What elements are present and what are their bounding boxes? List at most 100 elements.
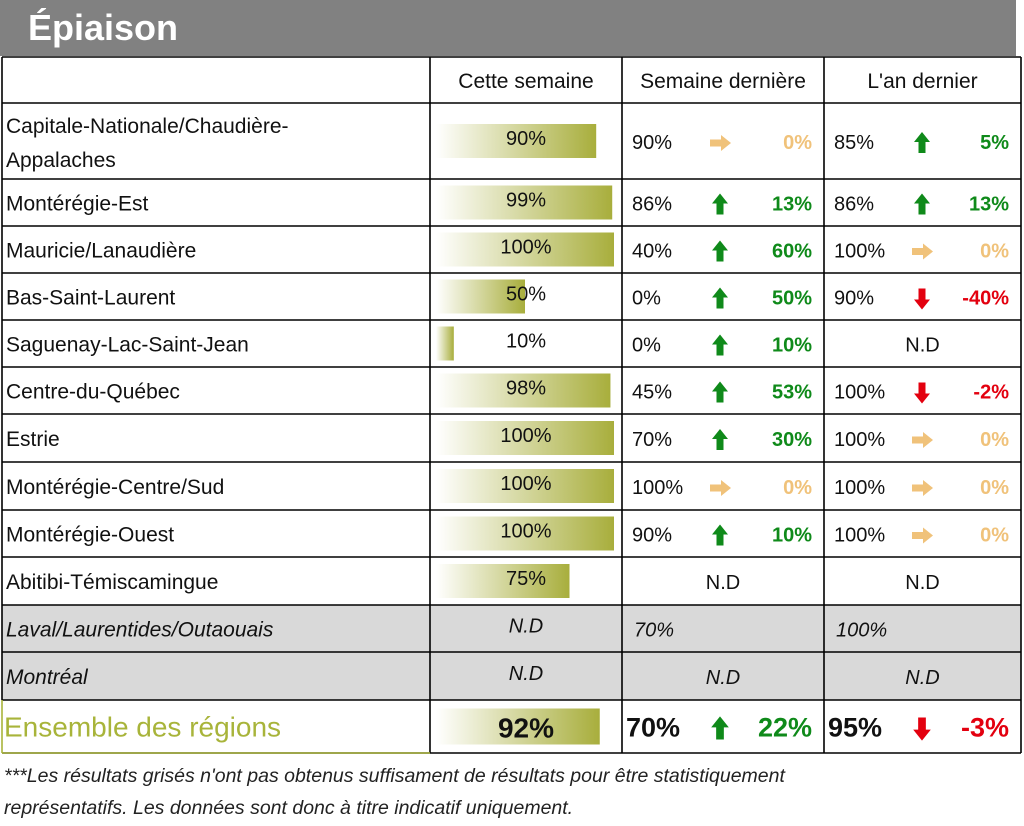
last-year-nd: N.D [905,335,939,357]
last-year-nd: N.D [905,667,939,689]
this-week-label: 98% [506,378,546,400]
last-year-diff: -40% [962,288,1009,310]
last-year-right-arrow-icon [912,243,933,260]
last-week-value: 86% [632,194,672,216]
this-week-label: 100% [500,425,551,447]
last-week-up-arrow-icon [712,287,728,309]
summary-last-year-down-arrow-icon [913,717,931,741]
last-year-down-arrow-icon [914,382,930,404]
this-week-nd: N.D [509,616,543,638]
last-year-diff: 0% [980,429,1009,451]
last-week-diff: 10% [772,335,812,357]
last-year-value: 85% [834,132,874,154]
this-week-bar [436,421,614,455]
region-label: Bas-Saint-Laurent [6,287,175,310]
last-week-value: 0% [632,288,661,310]
last-week-nd: N.D [706,572,740,594]
last-week-diff: 50% [772,288,812,310]
last-year-value: 100% [834,429,885,451]
last-week-value: 90% [632,525,672,547]
region-label: Capitale-Nationale/Chaudière- [6,115,289,138]
this-week-bar [436,232,614,267]
last-week-diff: 13% [772,194,812,216]
last-year-diff: 13% [969,194,1009,216]
column-header: L'an dernier [867,70,977,93]
region-label: Saguenay-Lac-Saint-Jean [6,334,249,357]
last-week-value: 90% [632,132,672,154]
last-week-diff: 0% [783,477,812,499]
last-year-value: 100% [834,382,885,404]
this-week-bar [436,373,611,408]
region-label: Estrie [6,428,60,451]
last-week-value: 40% [632,241,672,263]
last-year-up-arrow-icon [914,132,930,153]
last-year-diff: -2% [973,382,1009,404]
last-year-down-arrow-icon [914,288,930,310]
this-week-label: 100% [500,473,551,495]
summary-last-week-diff: 22% [758,713,812,743]
this-week-label: 92% [498,713,554,744]
this-week-label: 100% [500,521,551,543]
region-label: Montréal [6,666,89,689]
last-year-right-arrow-icon [912,527,933,544]
region-label: Abitibi-Témiscamingue [6,571,218,594]
last-year-up-arrow-icon [914,193,930,215]
column-header: Semaine dernière [640,70,806,93]
region-label: Montérégie-Est [6,193,149,216]
last-year-value: 90% [834,288,874,310]
last-week-up-arrow-icon [712,193,728,215]
summary-last-week-up-arrow-icon [711,716,729,740]
region-label: Laval/Laurentides/Outaouais [6,619,274,642]
last-week-up-arrow-icon [712,429,728,450]
last-week-diff: 10% [772,525,812,547]
last-week-diff: 30% [772,429,812,451]
summary-label: Ensemble des régions [4,712,281,743]
column-header: Cette semaine [458,70,593,93]
last-year-diff: 0% [980,241,1009,263]
this-week-bar [436,279,525,314]
last-year-value: 100% [834,477,885,499]
summary-last-year-diff: -3% [961,713,1009,743]
this-week-label: 99% [506,190,546,212]
last-week-up-arrow-icon [712,240,728,262]
last-year-nd: N.D [905,572,939,594]
this-week-bar [436,469,614,503]
this-week-label: 50% [506,284,546,306]
this-week-nd: N.D [509,663,543,685]
page-title: Épiaison [8,6,199,50]
last-week-up-arrow-icon [712,524,728,546]
footnote-line-1: ***Les résultats grisés n'ont pas obtenu… [4,765,785,787]
region-label: Mauricie/Lanaudière [6,240,196,263]
footnote: ***Les résultats grisés n'ont pas obtenu… [4,760,1014,824]
last-week-diff: 60% [772,241,812,263]
this-week-label: 100% [500,237,551,259]
last-week-value: 45% [632,382,672,404]
last-year-right-arrow-icon [912,480,933,496]
last-week-diff: 53% [772,382,812,404]
region-label: Montérégie-Ouest [6,524,174,547]
last-week-up-arrow-icon [712,334,728,356]
last-week-right-arrow-icon [710,135,731,151]
this-week-bar [436,516,614,551]
last-week-value: 70% [634,620,674,642]
this-week-bar [436,708,600,745]
last-year-diff: 0% [980,477,1009,499]
heading-table: Cette semaine Semaine dernière L'an dernie… [1,56,1022,754]
summary-last-week-value: 70% [626,713,680,743]
this-week-bar [436,564,570,598]
last-week-right-arrow-icon [710,480,731,496]
this-week-label: 75% [506,568,546,590]
last-year-value: 86% [834,194,874,216]
grey-row-bg [2,652,1021,700]
last-year-value: 100% [836,620,887,642]
last-year-diff: 5% [980,132,1009,154]
last-year-diff: 0% [980,525,1009,547]
this-week-label: 10% [506,331,546,353]
last-year-value: 100% [834,525,885,547]
this-week-label: 90% [506,128,546,150]
last-week-value: 100% [632,477,683,499]
this-week-bar [436,124,597,158]
this-week-bar [436,326,454,361]
last-week-value: 0% [632,335,661,357]
last-week-diff: 0% [783,132,812,154]
